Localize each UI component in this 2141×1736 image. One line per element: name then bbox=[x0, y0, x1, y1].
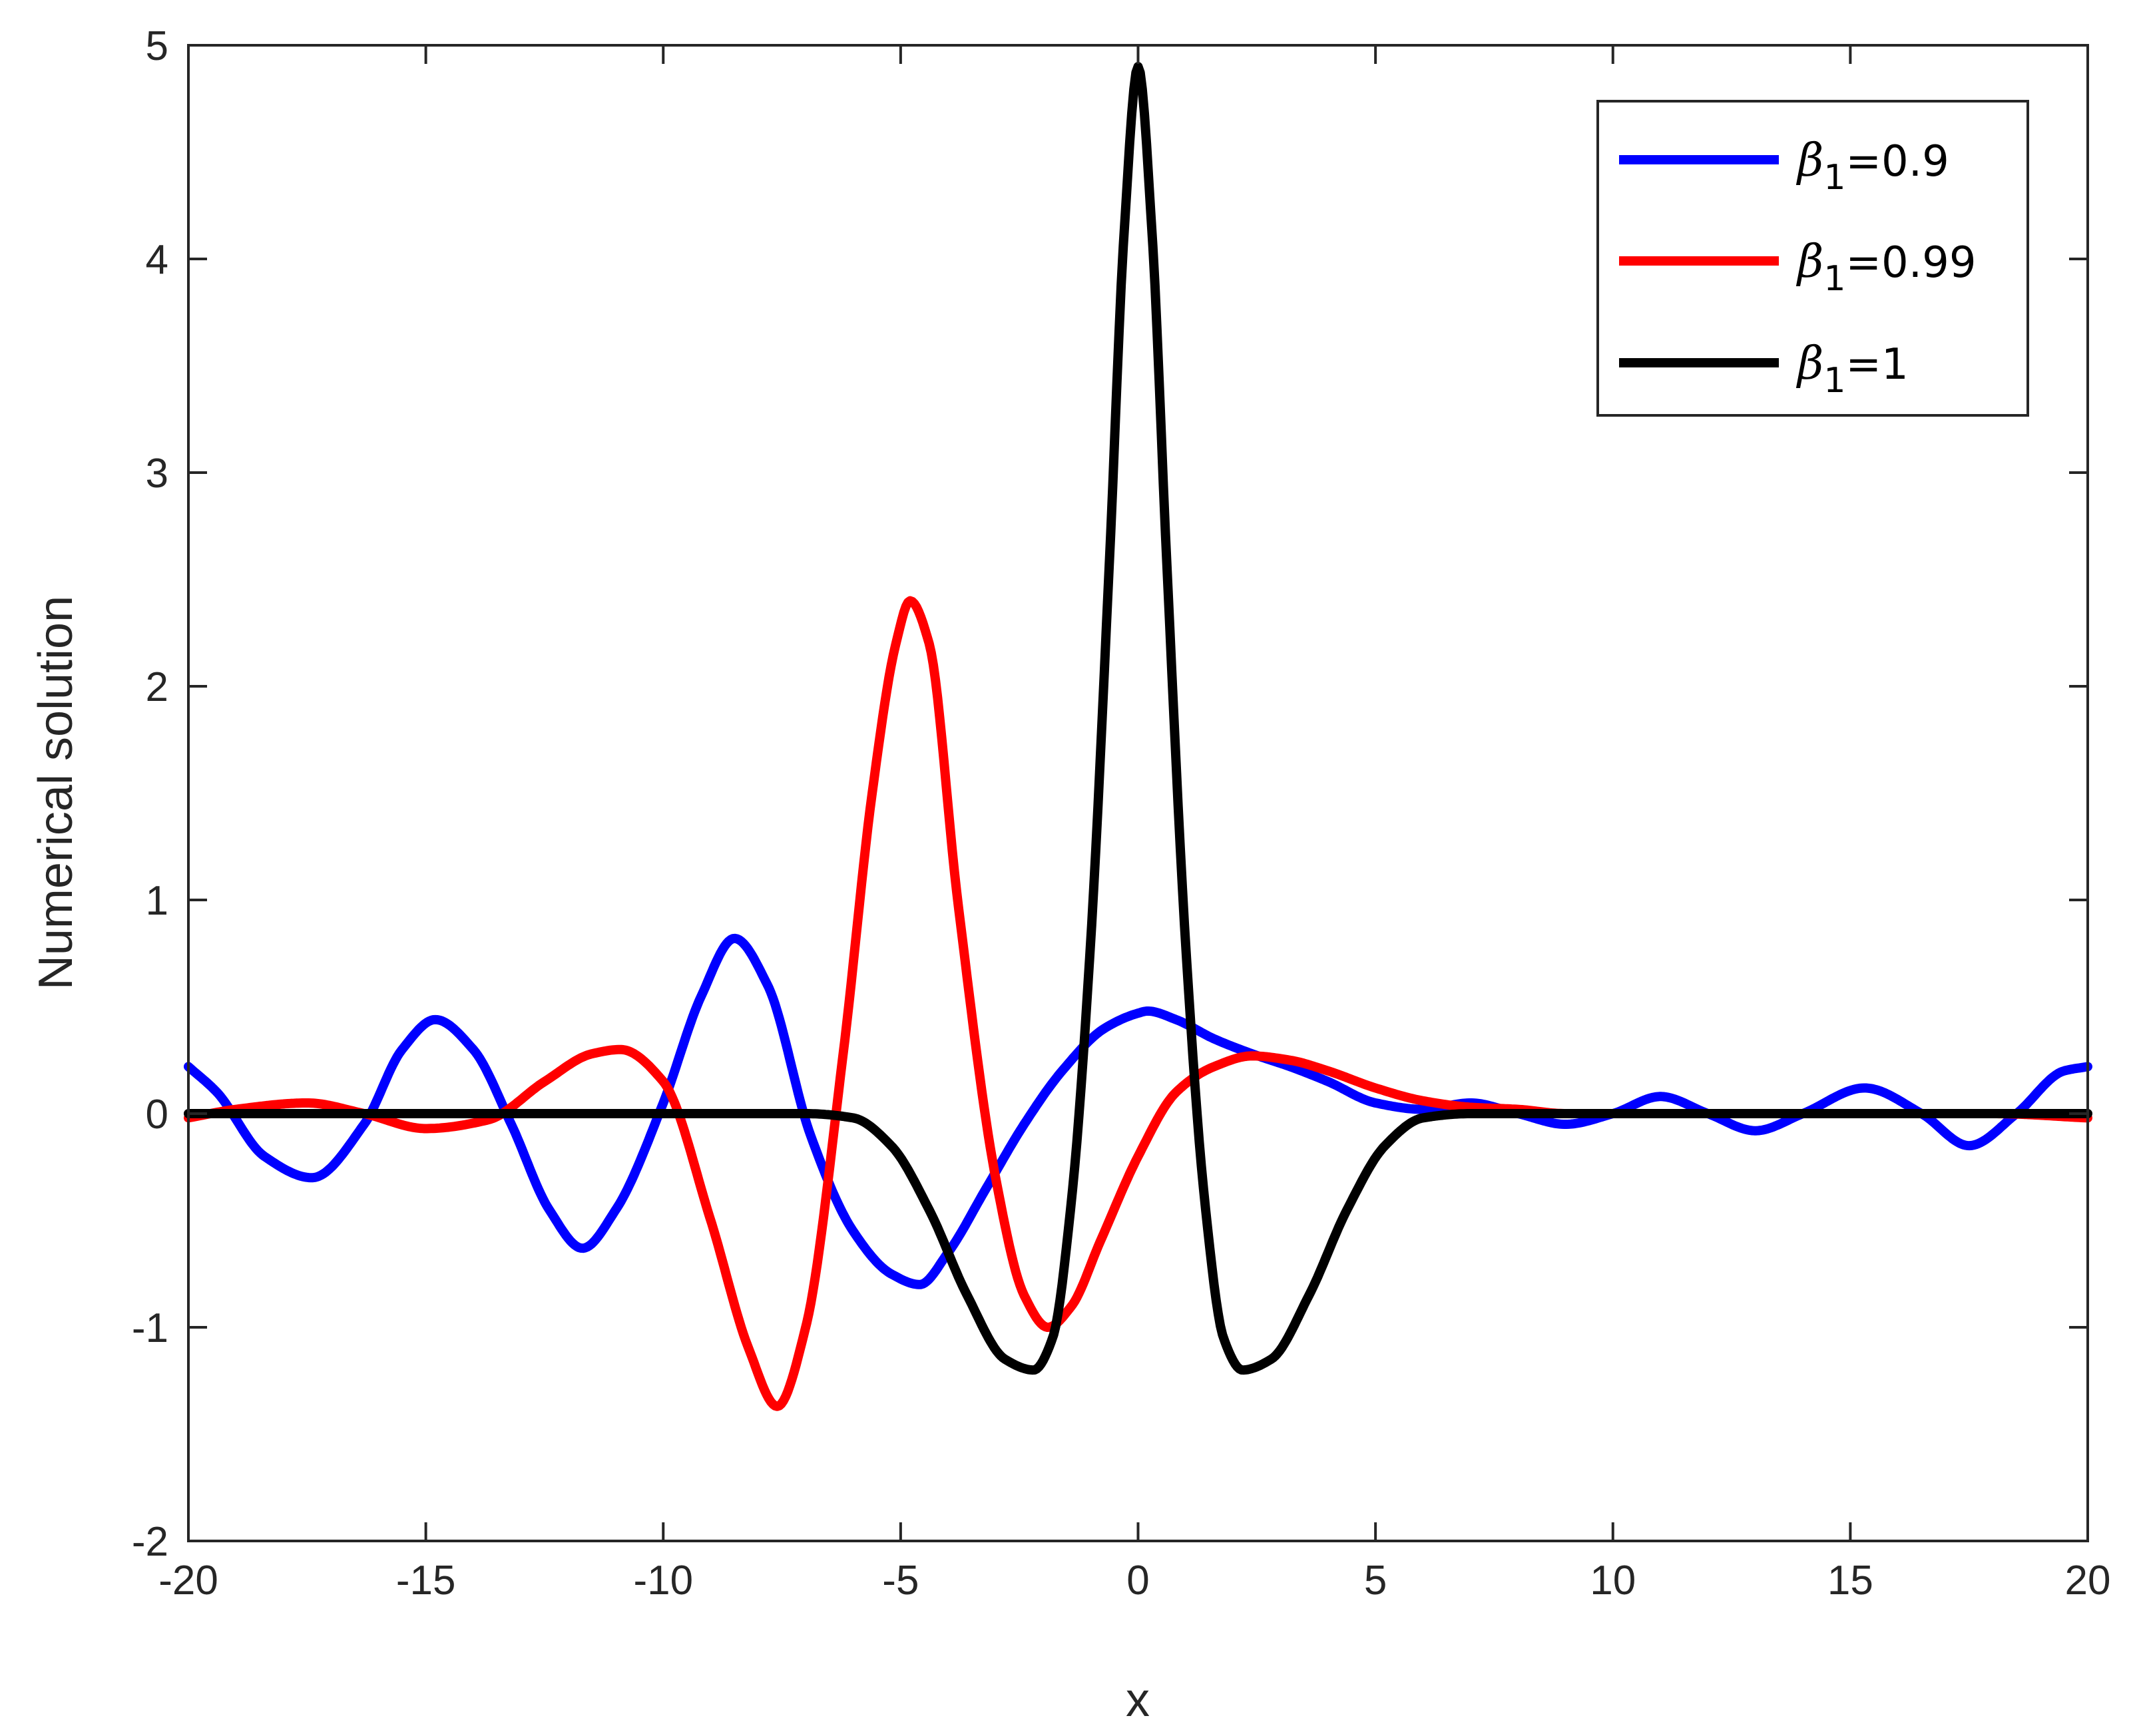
tick-marks bbox=[187, 44, 2089, 1542]
x-tick-label: 10 bbox=[1590, 1558, 1636, 1604]
x-tick-label: 5 bbox=[1364, 1558, 1387, 1604]
y-axis-label: Numerical solution bbox=[29, 596, 83, 990]
x-tick-labels: -20 -15 -10 -5 0 5 10 15 20 bbox=[158, 1558, 2110, 1604]
legend-symbol: β bbox=[1795, 134, 1823, 187]
series-line-3 bbox=[184, 62, 2092, 1375]
x-tick-label: -5 bbox=[882, 1558, 919, 1604]
y-tick-label: -2 bbox=[132, 1519, 168, 1565]
legend-label-1: β1=0.9 bbox=[1795, 134, 1949, 198]
y-tick-label: 0 bbox=[146, 1092, 168, 1138]
x-tick-label: 15 bbox=[1827, 1558, 1873, 1604]
x-tick-label: 0 bbox=[1126, 1558, 1149, 1604]
x-axis-label: x bbox=[1126, 1673, 1150, 1727]
y-tick-labels: -2 -1 0 1 2 3 4 5 bbox=[132, 23, 168, 1565]
legend-value: =0.99 bbox=[1845, 238, 1976, 288]
legend-value: =0.9 bbox=[1845, 137, 1949, 186]
y-tick-label: 5 bbox=[146, 23, 168, 69]
legend-symbol: β bbox=[1795, 236, 1823, 288]
x-tick-label: -10 bbox=[633, 1558, 693, 1604]
legend-label-2: β1=0.99 bbox=[1795, 236, 1977, 299]
y-tick-label: 4 bbox=[146, 237, 168, 283]
x-tick-label: 20 bbox=[2065, 1558, 2111, 1604]
x-tick-label: -15 bbox=[396, 1558, 456, 1604]
legend-label-3: β1=1 bbox=[1795, 337, 1909, 401]
x-tick-label: -20 bbox=[158, 1558, 218, 1604]
legend-value: =1 bbox=[1845, 340, 1908, 389]
series-lines bbox=[184, 62, 2092, 1411]
y-tick-label: 3 bbox=[146, 451, 168, 497]
legend-subscript: 1 bbox=[1823, 259, 1845, 299]
y-tick-label: 1 bbox=[146, 878, 168, 924]
legend-subscript: 1 bbox=[1823, 158, 1845, 198]
legend-symbol: β bbox=[1795, 337, 1823, 390]
y-tick-label: -1 bbox=[132, 1305, 168, 1351]
legend-subscript: 1 bbox=[1823, 361, 1845, 401]
y-tick-label: 2 bbox=[146, 664, 168, 710]
